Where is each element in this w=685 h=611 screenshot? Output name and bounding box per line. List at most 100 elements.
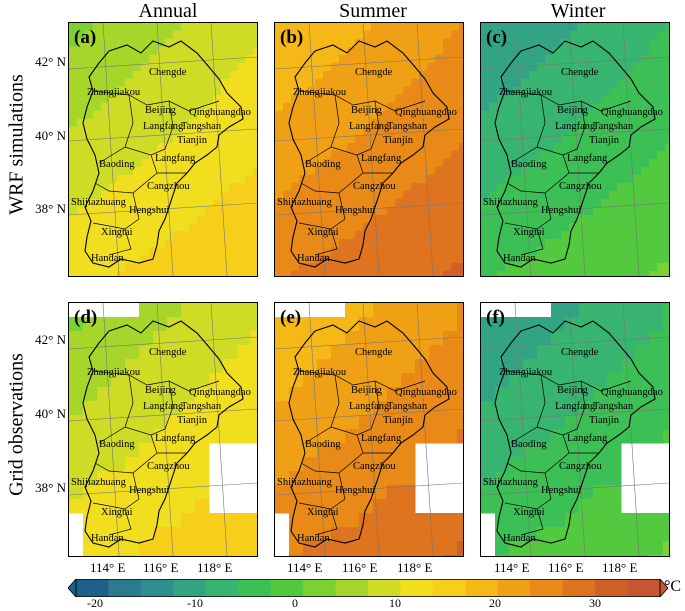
temperature-cell: [481, 415, 496, 430]
temperature-cell: [633, 207, 642, 216]
temperature-cell: [97, 527, 112, 542]
temperature-cell: [85, 55, 94, 64]
temperature-cell: [165, 247, 174, 256]
temperature-cell: [621, 373, 636, 388]
temperature-cell: [213, 39, 222, 48]
temperature-cell: [303, 499, 318, 514]
temperature-cell: [347, 255, 356, 264]
temperature-cell: [125, 55, 134, 64]
temperature-cell: [489, 71, 498, 80]
temperature-cell: [617, 143, 626, 152]
temperature-cell: [229, 239, 238, 248]
temperature-cell: [435, 119, 444, 128]
temperature-cell: [427, 135, 436, 144]
temperature-cell: [93, 103, 102, 112]
city-label: Zhangjiakou: [499, 87, 553, 98]
city-label: Shijiazhuang: [483, 197, 539, 208]
temperature-cell: [505, 255, 514, 264]
temperature-cell: [489, 231, 498, 240]
temperature-cell: [609, 183, 618, 192]
temperature-cell: [617, 103, 626, 112]
temperature-cell: [205, 119, 214, 128]
colorbar-frame: [75, 579, 661, 597]
temperature-cell: [387, 359, 402, 374]
temperature-cell: [173, 111, 182, 120]
temperature-cell: [561, 47, 570, 56]
temperature-cell: [109, 199, 118, 208]
temperature-cell: [339, 31, 348, 40]
temperature-cell: [593, 199, 602, 208]
temperature-cell: [427, 223, 436, 232]
temperature-cell: [101, 167, 110, 176]
temperature-cell: [601, 223, 610, 232]
temperature-cell: [97, 513, 112, 528]
temperature-cell: [197, 39, 206, 48]
city-label: Qinghuangdao: [395, 387, 457, 398]
temperature-cell: [457, 331, 463, 346]
temperature-cell: [141, 247, 150, 256]
temperature-cell: [513, 63, 522, 72]
temperature-cell: [593, 415, 608, 430]
temperature-cell: [537, 223, 546, 232]
graticule-latitude: [275, 56, 463, 70]
temperature-cell: [553, 263, 562, 272]
temperature-cell: [569, 119, 578, 128]
temperature-cell: [359, 443, 374, 458]
temperature-cell: [93, 143, 102, 152]
temperature-cell: [649, 111, 658, 120]
city-boundary: [504, 192, 552, 230]
temperature-cell: [363, 183, 372, 192]
temperature-cell: [197, 119, 206, 128]
temperature-cell: [665, 119, 669, 128]
lon-tick-118-col2: 118° E: [397, 560, 433, 575]
temperature-cell: [141, 111, 150, 120]
temperature-cell: [109, 215, 118, 224]
temperature-cell: [481, 387, 496, 402]
temperature-cell: [435, 63, 444, 72]
temperature-cell: [427, 63, 436, 72]
temperature-cell: [451, 103, 460, 112]
temperature-cell: [347, 63, 356, 72]
temperature-cell: [665, 191, 669, 200]
temperature-cell: [635, 387, 650, 402]
temperature-cell: [649, 127, 658, 136]
temperature-cell: [205, 207, 214, 216]
temperature-cell: [149, 135, 158, 144]
temperature-cell: [237, 119, 246, 128]
temperature-cell: [157, 79, 166, 88]
temperature-cell: [323, 207, 332, 216]
temperature-cell: [585, 263, 594, 272]
graticule-longitude: [156, 303, 174, 556]
temperature-cell: [339, 191, 348, 200]
temperature-cell: [411, 47, 420, 56]
temperature-cell: [237, 63, 246, 72]
city-boundary: [108, 508, 132, 536]
temperature-cell: [617, 151, 626, 160]
temperature-cell: [283, 135, 292, 144]
temperature-cell: [331, 31, 340, 40]
temperature-cell: [363, 39, 372, 48]
temperature-cell: [529, 151, 538, 160]
temperature-cell: [181, 119, 190, 128]
lat-tick-38-row2: 38° N: [35, 480, 66, 495]
temperature-cell: [649, 39, 658, 48]
temperature-cell: [553, 151, 562, 160]
city-label: Handan: [91, 253, 124, 264]
temperature-cell: [291, 47, 300, 56]
temperature-cell: [291, 31, 300, 40]
temperature-cell: [481, 471, 496, 486]
temperature-cell: [403, 71, 412, 80]
temperature-cell: [617, 111, 626, 120]
temperature-cell: [443, 303, 458, 318]
city-label: Baoding: [511, 159, 547, 170]
temperature-cell: [585, 191, 594, 200]
temperature-cell: [429, 415, 444, 430]
temperature-cell: [657, 159, 666, 168]
temperature-cell: [609, 271, 618, 276]
temperature-cell: [427, 23, 436, 32]
temperature-cell: [593, 159, 602, 168]
city-label: Zhangjiakou: [293, 367, 347, 378]
temperature-cell: [457, 303, 463, 318]
temperature-cell: [307, 47, 316, 56]
temperature-cell: [323, 95, 332, 104]
